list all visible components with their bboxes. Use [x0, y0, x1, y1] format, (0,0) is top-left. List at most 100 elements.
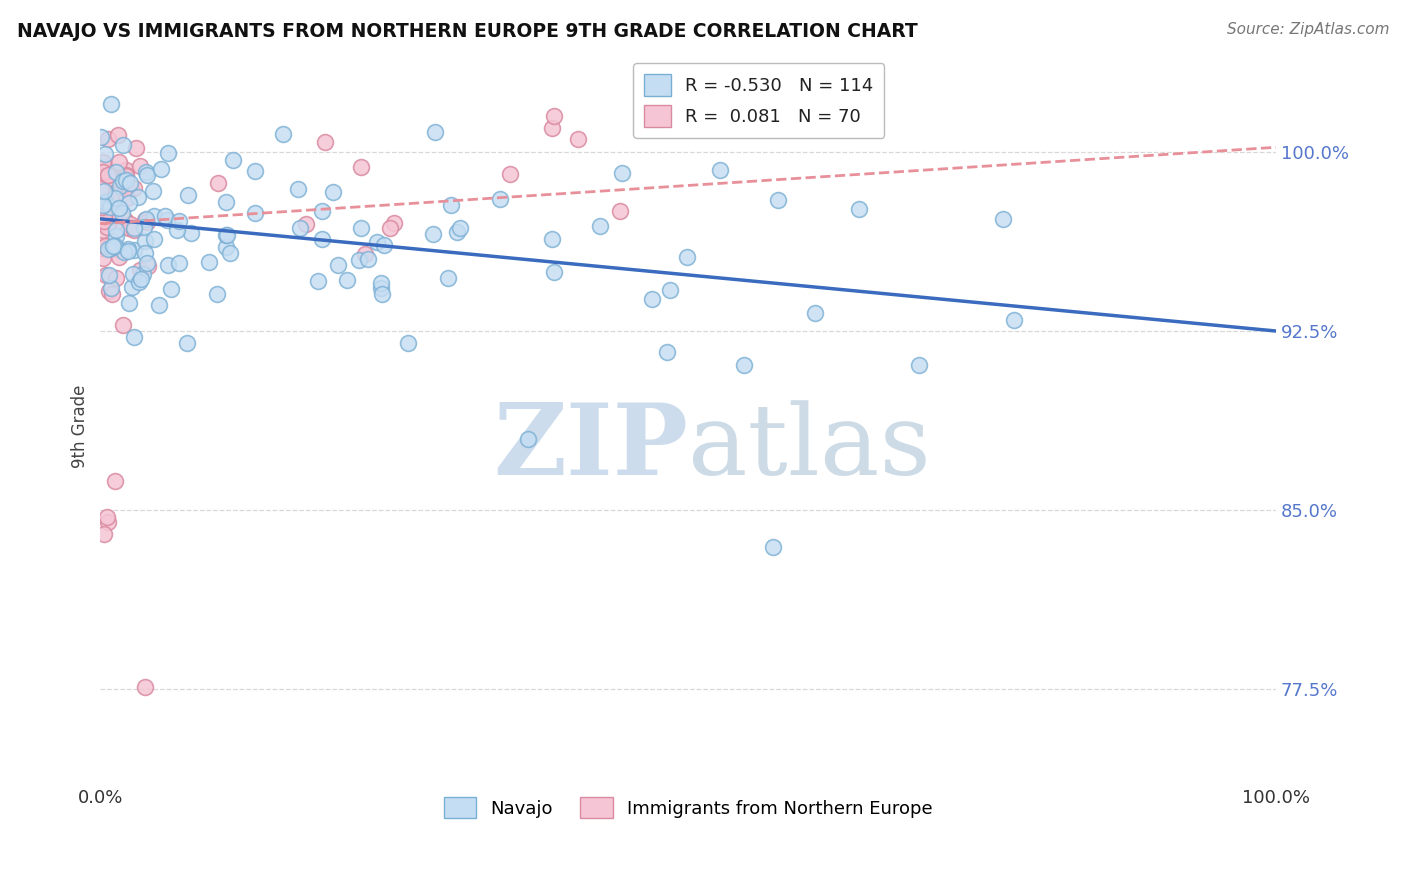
Point — [160, 282, 183, 296]
Point — [115, 169, 138, 183]
Point — [117, 244, 139, 259]
Point — [104, 198, 127, 212]
Point — [105, 243, 128, 257]
Point — [543, 109, 565, 123]
Point — [288, 220, 311, 235]
Point — [589, 219, 612, 234]
Point — [135, 165, 157, 179]
Point — [98, 195, 121, 210]
Point — [134, 680, 156, 694]
Point — [373, 237, 395, 252]
Point — [96, 515, 118, 529]
Point — [370, 276, 392, 290]
Point — [207, 176, 229, 190]
Point — [107, 221, 129, 235]
Point — [127, 190, 149, 204]
Point — [658, 283, 681, 297]
Point — [733, 358, 755, 372]
Point — [96, 268, 118, 283]
Point — [156, 213, 179, 227]
Point — [350, 220, 373, 235]
Point — [115, 168, 138, 182]
Point — [112, 244, 135, 259]
Point — [134, 246, 156, 260]
Point — [314, 135, 336, 149]
Point — [762, 541, 785, 555]
Point — [132, 220, 155, 235]
Point — [122, 330, 145, 344]
Point — [104, 223, 127, 237]
Point — [93, 526, 115, 541]
Point — [908, 358, 931, 372]
Point — [153, 209, 176, 223]
Point — [166, 223, 188, 237]
Point — [122, 267, 145, 281]
Point — [98, 213, 121, 227]
Legend: Navajo, Immigrants from Northern Europe: Navajo, Immigrants from Northern Europe — [436, 790, 941, 825]
Text: ZIP: ZIP — [494, 400, 688, 497]
Point — [157, 258, 180, 272]
Point — [197, 255, 219, 269]
Point — [122, 243, 145, 257]
Point — [440, 198, 463, 212]
Point — [111, 138, 134, 153]
Point — [366, 235, 388, 249]
Point — [100, 241, 122, 255]
Point — [176, 188, 198, 202]
Point — [180, 227, 202, 241]
Point — [94, 194, 117, 209]
Text: Source: ZipAtlas.com: Source: ZipAtlas.com — [1226, 22, 1389, 37]
Point — [676, 250, 699, 264]
Point — [169, 214, 191, 228]
Point — [110, 169, 132, 184]
Point — [93, 156, 115, 170]
Point — [222, 153, 245, 167]
Point — [107, 128, 129, 142]
Point — [423, 125, 446, 139]
Point — [110, 185, 132, 199]
Point — [93, 184, 115, 198]
Point — [98, 200, 121, 214]
Point — [449, 221, 471, 235]
Point — [117, 295, 139, 310]
Point — [97, 168, 120, 182]
Point — [124, 181, 146, 195]
Point — [96, 219, 118, 234]
Point — [91, 165, 114, 179]
Point — [105, 184, 128, 198]
Point — [371, 287, 394, 301]
Point — [215, 240, 238, 254]
Point — [176, 335, 198, 350]
Point — [142, 185, 165, 199]
Point — [107, 155, 129, 169]
Point — [115, 191, 138, 205]
Point — [991, 212, 1014, 227]
Point — [100, 97, 122, 112]
Point — [104, 207, 127, 221]
Point — [396, 335, 419, 350]
Point — [118, 217, 141, 231]
Point — [167, 256, 190, 270]
Point — [100, 202, 122, 217]
Point — [90, 200, 112, 214]
Point — [128, 276, 150, 290]
Point — [118, 176, 141, 190]
Point — [347, 252, 370, 267]
Point — [136, 256, 159, 270]
Point — [353, 247, 375, 261]
Point — [488, 192, 510, 206]
Point — [118, 221, 141, 235]
Point — [336, 272, 359, 286]
Point — [142, 232, 165, 246]
Point — [93, 147, 115, 161]
Point — [118, 195, 141, 210]
Point — [311, 232, 333, 246]
Point — [91, 251, 114, 265]
Point — [132, 267, 155, 281]
Point — [446, 225, 468, 239]
Point — [610, 166, 633, 180]
Point — [100, 281, 122, 295]
Point — [105, 271, 128, 285]
Point — [129, 272, 152, 286]
Point — [437, 271, 460, 285]
